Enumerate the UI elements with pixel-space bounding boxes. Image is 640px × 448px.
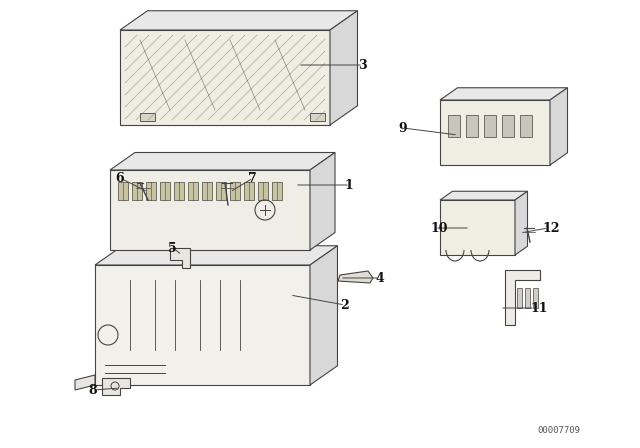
Bar: [202, 182, 212, 200]
Bar: [140, 113, 155, 121]
Bar: [188, 182, 198, 200]
Polygon shape: [440, 100, 550, 165]
Polygon shape: [310, 152, 335, 250]
Polygon shape: [120, 11, 358, 30]
Bar: [448, 115, 460, 137]
Bar: [132, 182, 142, 200]
Polygon shape: [310, 246, 337, 385]
Bar: [216, 182, 226, 200]
Bar: [525, 288, 530, 308]
Text: 8: 8: [88, 383, 97, 396]
Bar: [520, 115, 532, 137]
Bar: [484, 115, 496, 137]
Text: 3: 3: [358, 59, 367, 72]
Bar: [310, 113, 325, 121]
Text: 12: 12: [543, 221, 561, 234]
Text: 10: 10: [430, 221, 447, 234]
Polygon shape: [440, 191, 527, 200]
Bar: [466, 115, 478, 137]
Bar: [258, 182, 268, 200]
Text: 9: 9: [398, 121, 406, 134]
Text: 11: 11: [530, 302, 547, 314]
Bar: [517, 288, 522, 308]
Text: 2: 2: [340, 298, 349, 311]
Bar: [230, 182, 240, 200]
Polygon shape: [330, 11, 358, 125]
Polygon shape: [338, 271, 373, 283]
Bar: [118, 182, 128, 200]
Polygon shape: [95, 265, 310, 385]
Bar: [272, 182, 282, 200]
Polygon shape: [550, 88, 568, 165]
Text: 5: 5: [168, 241, 177, 254]
Bar: [146, 182, 156, 200]
Bar: [160, 182, 170, 200]
Text: 6: 6: [115, 172, 124, 185]
Polygon shape: [170, 248, 190, 268]
Polygon shape: [75, 375, 95, 390]
Bar: [502, 115, 514, 137]
Polygon shape: [515, 191, 527, 255]
Polygon shape: [120, 30, 330, 125]
Text: 7: 7: [248, 172, 257, 185]
Bar: [533, 288, 538, 308]
Polygon shape: [440, 88, 568, 100]
Text: 1: 1: [345, 178, 354, 191]
Polygon shape: [110, 170, 310, 250]
Polygon shape: [102, 378, 130, 395]
Bar: [244, 182, 254, 200]
Text: 4: 4: [375, 271, 384, 284]
Polygon shape: [110, 152, 335, 170]
Bar: [174, 182, 184, 200]
Polygon shape: [505, 270, 540, 325]
Polygon shape: [440, 200, 515, 255]
Polygon shape: [95, 246, 337, 265]
Text: 00007709: 00007709: [537, 426, 580, 435]
